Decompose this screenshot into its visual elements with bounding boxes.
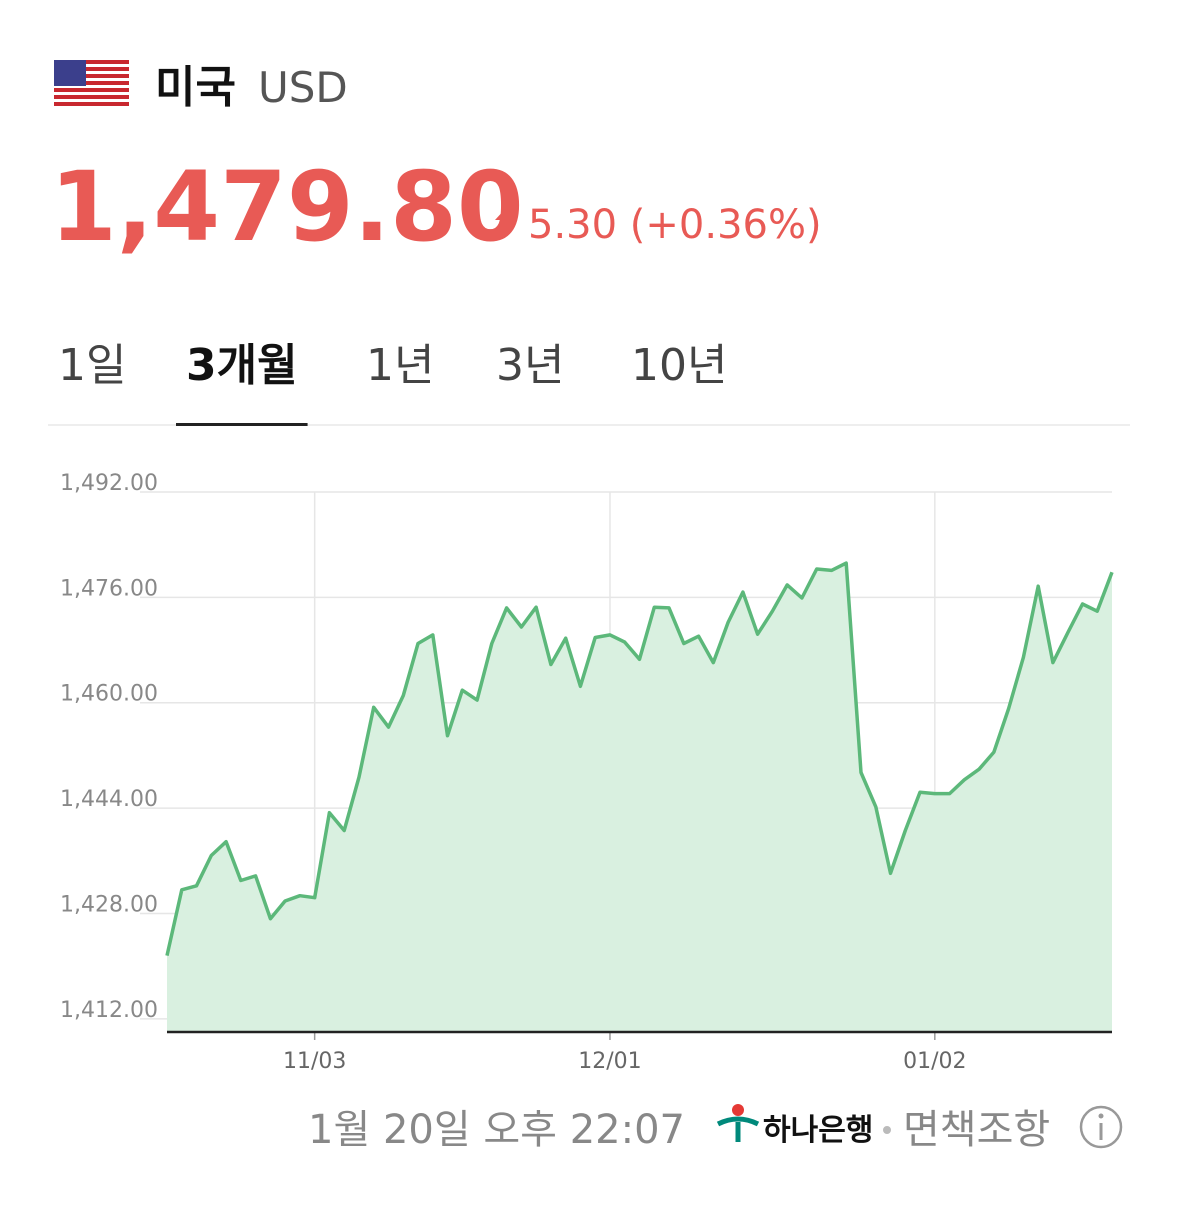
tab[interactable]: 1년 bbox=[366, 340, 434, 391]
change: 5.30 (+0.36%) bbox=[528, 202, 822, 248]
currency: USD bbox=[258, 63, 348, 112]
price: 1,479.80 bbox=[50, 151, 524, 263]
y-tick-label: 1,476.00 bbox=[60, 576, 158, 601]
y-tick-label: 1,460.00 bbox=[60, 682, 158, 707]
tab[interactable]: 10년 bbox=[631, 340, 727, 391]
y-tick-label: 1,444.00 bbox=[60, 787, 158, 812]
separator bbox=[883, 1126, 891, 1134]
x-tick-label: 11/03 bbox=[283, 1049, 346, 1074]
chart: 1,412.00 1,428.00 1,444.00 1,460.00 1,476.00… bbox=[60, 471, 1114, 1074]
tab-bar: 1일 3개월 1년 3년 10년 bbox=[58, 340, 727, 426]
timestamp: 1월 20일 오후 22:07 bbox=[308, 1107, 685, 1153]
up-arrow bbox=[495, 208, 517, 220]
y-tick-label: 1,428.00 bbox=[60, 892, 158, 917]
x-tick-label: 12/01 bbox=[578, 1049, 641, 1074]
info-icon[interactable] bbox=[1079, 1105, 1123, 1149]
bank-name: 하나은행 bbox=[763, 1113, 873, 1148]
us-flag bbox=[54, 60, 129, 108]
line bbox=[165, 561, 1114, 956]
hana-logo bbox=[716, 1104, 760, 1142]
y-tick-label: 1,492.00 bbox=[60, 471, 158, 496]
tab[interactable]: 1일 bbox=[58, 340, 126, 391]
x-tick-label: 01/02 bbox=[903, 1049, 966, 1074]
country: 미국 bbox=[155, 62, 236, 113]
disclaimer[interactable]: 면책조항 bbox=[903, 1107, 1050, 1153]
tab[interactable]: 3개월 bbox=[186, 340, 298, 391]
y-tick-label: 1,412.00 bbox=[60, 998, 158, 1023]
tab-underline bbox=[176, 423, 308, 426]
area bbox=[167, 563, 1112, 1032]
tab[interactable]: 3년 bbox=[496, 340, 564, 391]
